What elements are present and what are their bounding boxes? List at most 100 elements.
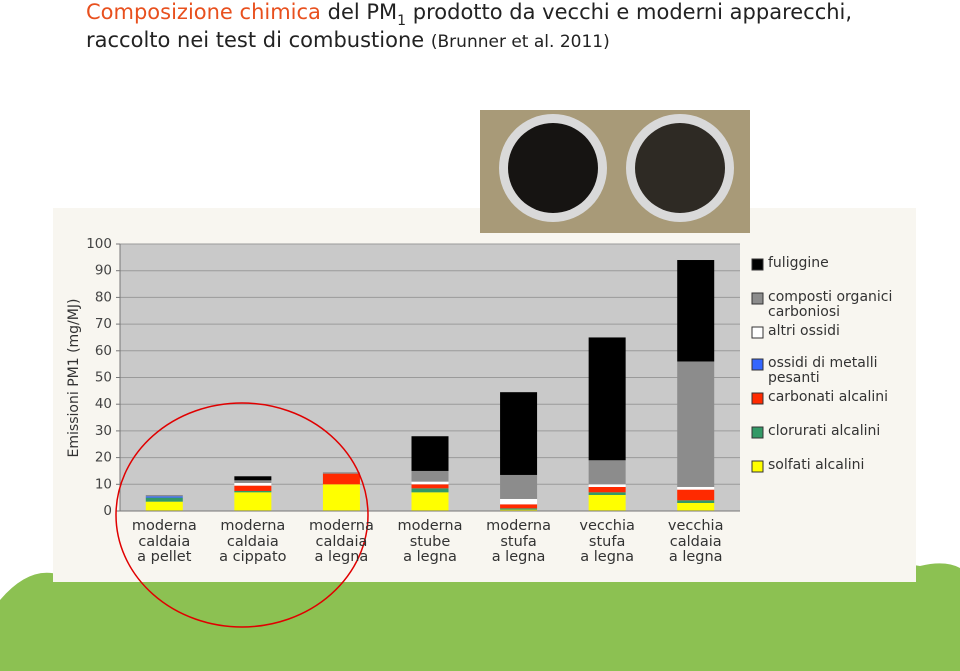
bar-segment <box>500 504 538 509</box>
title-line2-text: raccolto nei test di combustione <box>86 28 424 52</box>
highlight-ellipse <box>115 402 369 628</box>
category-line: stube <box>409 533 451 550</box>
legend-swatch <box>751 426 764 439</box>
bar-segment <box>234 480 272 483</box>
citation: (Brunner et al. 2011) <box>431 32 610 52</box>
bar-segment <box>588 337 626 461</box>
bar-segment <box>322 472 360 474</box>
y-tick-label: 80 <box>95 289 112 305</box>
bar-segment <box>411 492 449 511</box>
category-label: vecchia caldaia a legna <box>651 518 741 566</box>
category-line: caldaia <box>226 533 279 550</box>
category-line: a legna <box>580 549 634 565</box>
category-line: stufa <box>588 533 626 550</box>
bar-segment <box>234 476 272 481</box>
bar-segment <box>588 494 626 511</box>
legend-label: composti organici carboniosi <box>768 289 893 320</box>
legend-label: solfati alcalini <box>768 457 865 473</box>
bar-segment <box>677 361 715 487</box>
bar-segment <box>145 497 183 502</box>
category-line: caldaia <box>138 533 191 550</box>
bar-segment <box>234 492 272 511</box>
bar-segment <box>411 481 449 485</box>
category-line: moderna <box>486 518 552 534</box>
y-tick-label: 90 <box>95 263 112 279</box>
category-line: vecchia <box>667 518 724 534</box>
category-line: caldaia <box>315 533 368 550</box>
title-line2: raccolto nei test di combustione (Brunne… <box>86 28 610 52</box>
legend-swatch <box>751 258 764 271</box>
title-highlight: Composizione chimica <box>86 0 321 24</box>
category-label: vecchia stufa a legna <box>562 518 652 566</box>
photo-sample <box>508 123 598 213</box>
category-line: moderna <box>308 518 374 534</box>
title-main: del PM <box>328 0 398 24</box>
bar-segment <box>500 498 538 505</box>
bar-segment <box>234 482 272 486</box>
bar-segment <box>500 509 538 511</box>
bar-segment <box>677 502 715 511</box>
category-label: moderna caldaia a pellet <box>119 518 209 566</box>
bar-segment <box>677 486 715 490</box>
legend-swatch <box>751 392 764 405</box>
category-line: vecchia <box>579 518 635 534</box>
bar-segment <box>500 392 538 475</box>
y-tick-label: 60 <box>95 343 112 359</box>
bar-segment <box>588 460 626 485</box>
bar-segment <box>145 494 183 497</box>
bar-segment <box>411 484 449 489</box>
y-tick-label: 20 <box>95 450 112 466</box>
bar-segment <box>677 489 715 501</box>
legend-label: ossidi di metalli pesanti <box>768 355 878 386</box>
category-line: a legna <box>491 549 546 565</box>
bar-segment <box>322 484 360 511</box>
legend-swatch <box>751 358 764 371</box>
bar-segment <box>588 492 626 495</box>
photo-sample <box>635 123 725 213</box>
legend-swatch <box>751 326 764 339</box>
category-line: a pellet <box>137 549 192 565</box>
legend-label: fuliggine <box>768 255 829 271</box>
bar-segment <box>500 508 538 510</box>
legend-swatch <box>751 292 764 305</box>
category-line: a legna <box>314 549 369 565</box>
bar-segment <box>322 473 360 485</box>
bar-segment <box>588 484 626 487</box>
y-axis-label: Emissioni PM1 (mg/MJ) <box>66 299 82 458</box>
category-line: stufa <box>500 533 537 550</box>
bar-segment <box>411 436 449 471</box>
bar-segment <box>145 496 183 498</box>
bar-segment <box>500 474 538 499</box>
legend-label: altri ossidi <box>768 323 840 339</box>
category-line: a legna <box>668 549 723 565</box>
bar-segment <box>677 500 715 503</box>
y-tick-label: 50 <box>95 370 112 386</box>
category-label: moderna stufa a legna <box>474 518 564 566</box>
title-rest: prodotto da vecchi e moderni apparecchi, <box>413 0 852 24</box>
category-label: moderna stube a legna <box>385 518 475 566</box>
category-line: a cippato <box>219 549 287 565</box>
category-line: moderna <box>131 518 197 534</box>
bar-segment <box>588 486 626 493</box>
y-tick-label: 0 <box>103 503 112 519</box>
y-tick-label: 30 <box>95 423 112 439</box>
y-tick-label: 40 <box>95 396 112 412</box>
legend-swatch <box>751 460 764 473</box>
title: Composizione chimica del PM1 prodotto da… <box>86 0 852 30</box>
category-line: moderna <box>220 518 286 534</box>
category-label: moderna caldaia a legna <box>296 518 386 566</box>
legend-label: carbonati alcalini <box>768 389 889 405</box>
legend-label: clorurati alcalini <box>768 423 881 439</box>
bar-segment <box>677 260 715 362</box>
category-line: a legna <box>403 549 457 565</box>
y-tick-label: 10 <box>95 476 112 492</box>
bar-segment <box>411 488 449 493</box>
bar-segment <box>234 485 272 491</box>
category-label: moderna caldaia a cippato <box>208 518 298 566</box>
y-tick-label: 70 <box>95 316 112 332</box>
category-line: moderna <box>397 518 463 534</box>
y-tick-label: 100 <box>86 236 112 252</box>
category-line: caldaia <box>669 533 722 550</box>
